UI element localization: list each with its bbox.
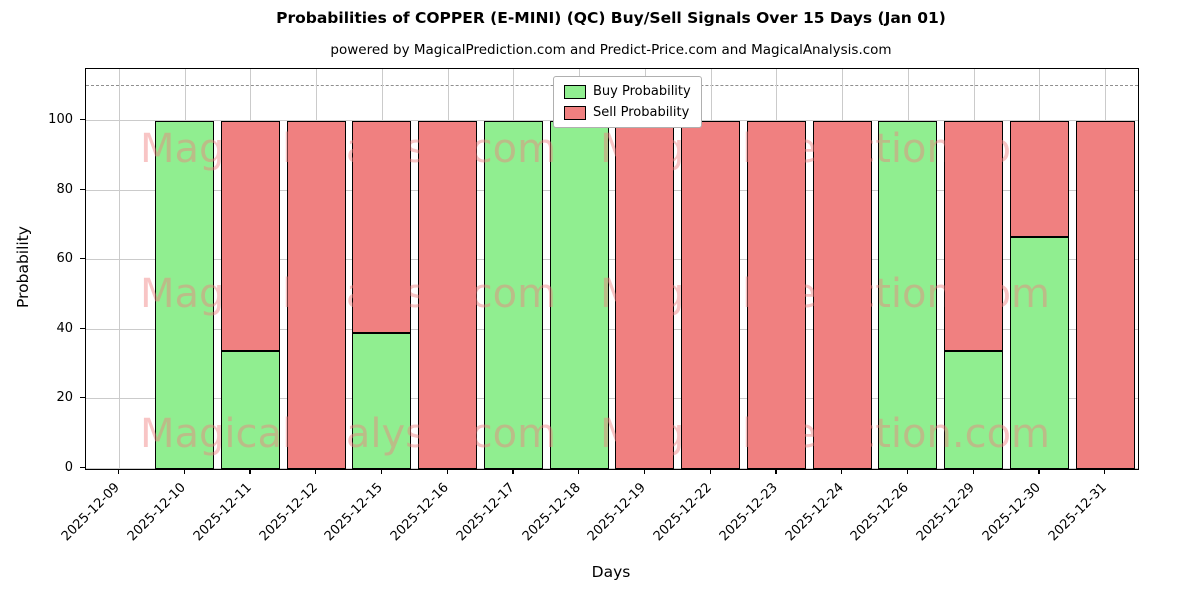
y-tick-label: 60 [56,251,73,267]
x-tick-mark [972,469,974,474]
x-axis-label: Days [591,563,631,581]
x-tick-label: 2025-12-16 [387,480,452,545]
x-tick-label: 2025-12-11 [190,480,255,545]
bar-segment-sell [944,121,1004,351]
x-tick-mark [1104,469,1106,474]
y-tick-mark [80,397,85,399]
bar-segment-sell [681,121,741,469]
legend-label-buy: Buy Probability [593,84,691,99]
bar-segment-buy [483,121,543,469]
x-tick-mark [1038,469,1040,474]
legend-label-sell: Sell Probability [593,105,690,120]
y-tick-mark [80,327,85,329]
bar-segment-sell [615,121,675,469]
legend-swatch-sell [564,105,586,120]
chart-title: Probabilities of COPPER (E-MINI) (QC) Bu… [276,9,946,27]
x-tick-label: 2025-12-22 [650,480,715,545]
x-axis-ticks: 2025-12-09 2025-12-10 2025-12-11 2025-12-12… [59,469,1137,584]
bar-segment-buy [944,350,1004,469]
legend-swatch-buy [564,84,586,99]
y-gridline [86,189,1138,191]
y-tick-mark [80,119,85,121]
x-tick-label: 2025-12-12 [256,480,321,545]
plot-area [85,68,1139,470]
y-tick-mark [80,188,85,190]
x-tick-mark [643,469,646,474]
bar-segment-buy [878,121,938,469]
legend-item-sell: Sell Probability [564,105,691,120]
x-tick-label: 2025-12-24 [782,480,847,545]
bar-segment-buy [155,121,215,469]
x-tick-mark [249,469,251,474]
x-tick-label: 2025-12-29 [913,480,978,545]
x-tick-mark [183,469,185,474]
y-axis-ticks: 0 20 40 60 80 100 [0,68,85,475]
legend-item-buy: Buy Probability [564,84,691,99]
x-tick-mark [380,469,383,474]
bar-segment-buy [220,350,280,469]
chart-subtitle: powered by MagicalPrediction.com and Pre… [330,42,892,58]
x-gridline [118,69,120,469]
x-tick-mark [315,469,317,474]
y-tick-mark [80,258,85,260]
y-tick-label: 100 [48,112,73,128]
bar-segment-sell [1009,121,1069,237]
y-gridline [86,398,1138,400]
bar-segment-sell [1075,121,1135,469]
x-tick-label: 2025-12-17 [453,480,518,545]
x-tick-mark [512,469,514,474]
x-tick-label: 2025-12-19 [585,480,650,545]
x-tick-mark [775,469,777,474]
y-tick-label: 20 [56,390,73,406]
bar-segment-sell [418,121,478,469]
bar-segment-buy [352,333,412,469]
x-tick-mark [709,469,711,474]
x-tick-mark [446,469,448,474]
x-tick-mark [578,469,580,474]
x-tick-label: 2025-12-18 [519,480,584,545]
bar-segment-sell [812,121,872,469]
y-tick-mark [80,466,85,468]
bar-segment-buy [1009,237,1069,469]
x-tick-mark [906,469,909,474]
y-tick-label: 0 [64,460,73,475]
x-tick-label: 2025-12-09 [59,480,124,545]
x-tick-label: 2025-12-15 [322,480,387,545]
y-gridline [86,259,1138,261]
x-tick-label: 2025-12-10 [124,480,189,545]
y-gridline [86,328,1138,330]
x-tick-label: 2025-12-23 [716,480,781,545]
x-tick-label: 2025-12-31 [1045,480,1110,545]
x-tick-label: 2025-12-30 [979,480,1044,545]
x-tick-mark [841,469,843,474]
bar-segment-sell [286,121,346,469]
y-tick-label: 80 [56,181,73,197]
x-tick-label: 2025-12-26 [848,480,913,545]
x-tick-mark [117,469,120,474]
bar-segment-buy [549,121,609,469]
bar-segment-sell [220,121,280,351]
bar-segment-sell [352,121,412,334]
y-tick-label: 40 [56,320,73,336]
y-gridline [86,468,1138,469]
legend: Buy Probability Sell Probability [553,76,702,128]
bar-segment-sell [746,121,806,469]
